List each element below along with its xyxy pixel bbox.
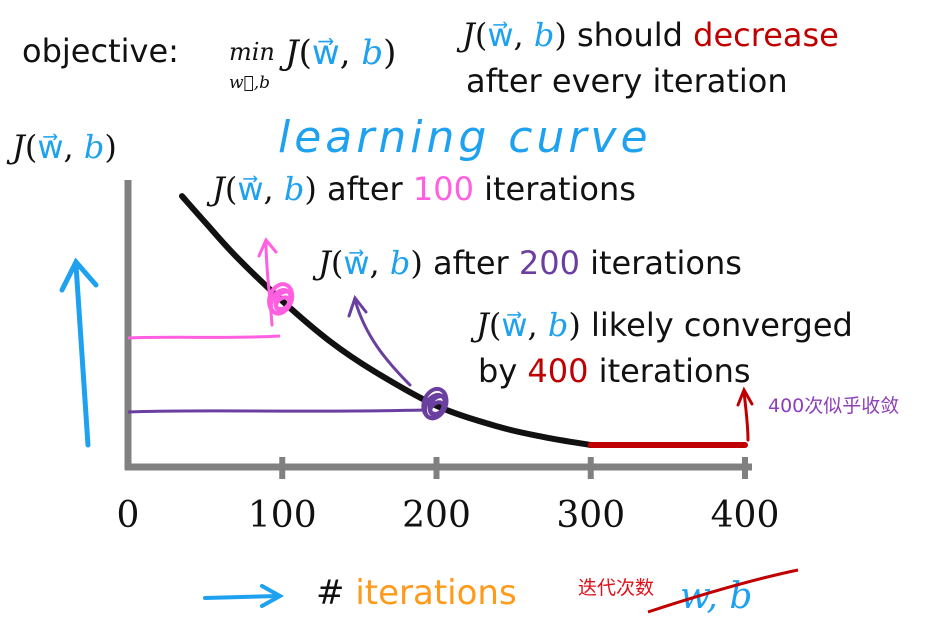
x-tick-label: 100 <box>248 495 317 536</box>
x-label-arrow <box>203 584 285 608</box>
pink-arrow <box>257 237 278 327</box>
min-subscript: w⃗,b <box>229 73 270 93</box>
converged-note: 400次似乎收敛 <box>768 395 899 417</box>
cost-curve <box>178 193 594 448</box>
x-tick-label: 200 <box>402 495 471 536</box>
learning-curve-title: learning curve <box>278 112 652 163</box>
x-axis-label: # iterations <box>316 573 517 613</box>
objective-J: J(w⃗, b) <box>279 33 396 73</box>
x-tick-label: 300 <box>556 495 625 536</box>
pink-level-line <box>127 334 281 340</box>
annotation-200: J(w⃗, b) after 200 iterations <box>312 244 742 282</box>
annotation-by-400: by 400 iterations <box>478 352 751 390</box>
x-tick-marks <box>279 457 748 479</box>
x-tick-label: 400 <box>711 495 780 536</box>
should-decrease-text: J(w⃗, b) should decrease <box>456 16 839 54</box>
red-arrow <box>736 386 754 442</box>
annotation-100: J(w⃗, b) after 100 iterations <box>206 170 636 208</box>
iteration-marker <box>267 282 295 316</box>
x-tick-labels: 0 100 200 300 400 <box>117 495 780 536</box>
annotation-converged: J(w⃗, b) likely converged <box>470 306 853 344</box>
y-axis-label: J(w⃗, b) <box>6 128 117 166</box>
objective-label: objective: <box>22 32 179 70</box>
x-axis-note: 迭代次数 <box>578 577 654 599</box>
x-tick-label: 0 <box>117 495 140 536</box>
purple-arrow <box>347 294 412 387</box>
iteration-markers <box>267 282 449 421</box>
after-every-iteration: after every iteration <box>466 62 788 100</box>
purple-level-line <box>127 408 426 414</box>
min-word: min <box>229 38 275 66</box>
strike-line <box>647 568 799 614</box>
iteration-marker <box>421 386 449 421</box>
crossed-out-wb: w, b <box>680 576 752 617</box>
y-increase-arrow <box>59 257 99 448</box>
